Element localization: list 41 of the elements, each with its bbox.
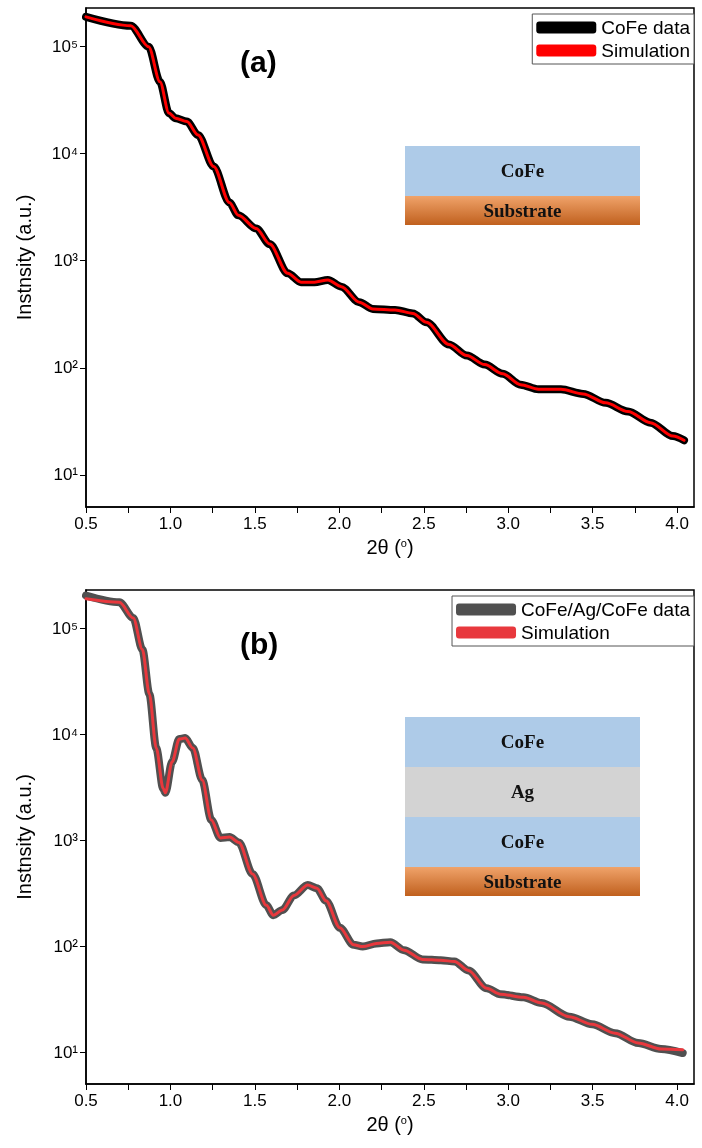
x-tick-label: 2.0 — [327, 1091, 352, 1110]
annotation: Substrate — [405, 867, 640, 896]
annotation: CoFe — [405, 717, 640, 767]
x-tick-label: 0.5 — [74, 514, 98, 533]
annotation: (a) — [240, 44, 277, 78]
x-tick-label: 4.0 — [665, 1091, 689, 1110]
x-tick-label: 1.5 — [243, 1091, 267, 1110]
legend-label: CoFe/Ag/CoFe data — [521, 599, 691, 620]
annotation: (b) — [240, 626, 279, 660]
legend-label: Simulation — [521, 622, 610, 643]
x-tick-label: 3.0 — [496, 1091, 521, 1110]
y-tick-label: 10⁵ — [52, 618, 78, 638]
y-tick-label: 10² — [53, 936, 79, 956]
y-axis-title: Instnsity (a.u.) — [13, 774, 35, 900]
y-tick-label: 10³ — [53, 830, 79, 850]
x-tick-label: 2.5 — [411, 514, 436, 533]
x-tick-label: 4.0 — [665, 514, 689, 533]
legend-label: Simulation — [601, 40, 690, 61]
y-tick-label: 10² — [53, 358, 79, 378]
y-tick-label: 10¹ — [53, 1042, 79, 1062]
annotation: Ag — [405, 767, 640, 817]
x-tick-label: 3.0 — [496, 514, 521, 533]
x-tick-label: 3.5 — [580, 514, 605, 533]
y-tick-label: 10⁴ — [51, 724, 78, 744]
annotation: CoFe — [405, 146, 640, 196]
x-tick-label: 2.0 — [327, 514, 352, 533]
y-axis-title: Instnsity (a.u.) — [13, 194, 35, 321]
x-tick-label: 3.5 — [580, 1091, 605, 1110]
annotation: CoFe — [405, 817, 640, 867]
annotation: Substrate — [405, 196, 640, 225]
x-tick-label: 2.5 — [411, 1091, 436, 1110]
x-tick-label: 0.5 — [74, 1091, 98, 1110]
layer-stack: CoFe Substrate — [405, 146, 640, 225]
y-tick-label: 10¹ — [53, 465, 79, 485]
legend-label: CoFe data — [601, 17, 691, 38]
y-tick-label: 10³ — [53, 251, 79, 271]
x-tick-label: 1.0 — [158, 514, 183, 533]
x-tick-label: 1.5 — [243, 514, 267, 533]
y-tick-label: 10⁵ — [52, 37, 78, 57]
y-tick-label: 10⁴ — [51, 144, 78, 164]
x-tick-label: 1.0 — [158, 1091, 183, 1110]
